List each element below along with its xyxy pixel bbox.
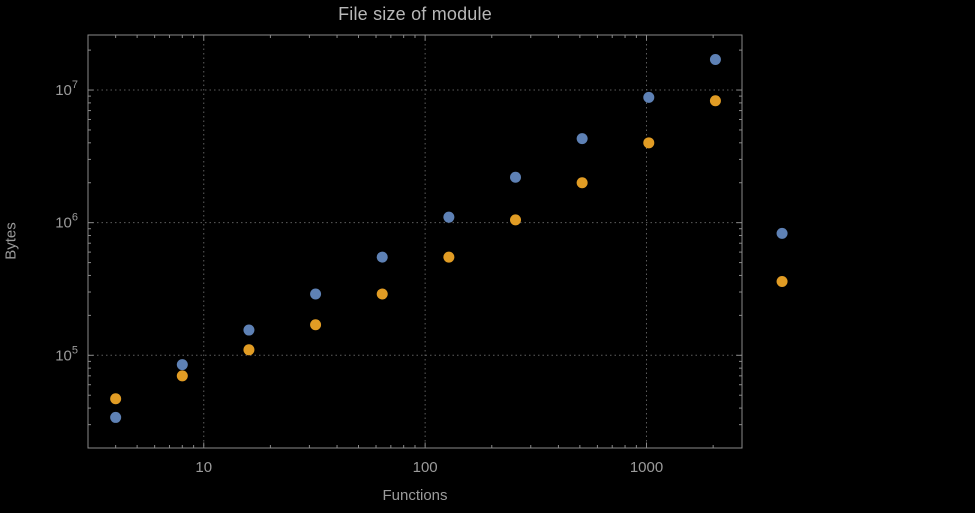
orange-series-point (310, 319, 322, 331)
blue-series-point (310, 288, 322, 300)
x-axis-label: Functions (382, 487, 448, 504)
x-tick-label: 10 (195, 459, 212, 476)
blue-series-point (443, 211, 455, 223)
blue-series-point (576, 133, 588, 145)
y-tick-label: 105 (55, 344, 78, 364)
y-tick-exponent: 6 (72, 212, 78, 224)
y-tick-base: 10 (55, 347, 72, 364)
blue-series-point (176, 359, 188, 371)
y-tick-exponent: 7 (72, 79, 78, 91)
orange-series-point (510, 214, 522, 226)
orange-series-point (243, 344, 255, 356)
blue-series-point (643, 91, 655, 103)
orange-series-point (376, 288, 388, 300)
blue-series-point (243, 324, 255, 336)
orange-series-point (176, 370, 188, 382)
orange-series-point (110, 393, 122, 405)
x-tick-label: 1000 (630, 459, 663, 476)
y-tick-base: 10 (55, 215, 72, 232)
x-tick-label: 100 (413, 459, 438, 476)
blue-series-point (510, 171, 522, 183)
blue-series-point (110, 411, 122, 423)
orange-series-point (443, 251, 455, 263)
orange-series-point (576, 177, 588, 189)
orange-series-point (776, 276, 788, 288)
y-tick-exponent: 5 (72, 344, 78, 356)
y-tick-base: 10 (55, 82, 72, 99)
y-axis-label: Bytes (2, 222, 20, 260)
y-tick-label: 107 (55, 79, 78, 99)
orange-series-point (709, 95, 721, 107)
blue-series-point (776, 227, 788, 239)
y-tick-label: 106 (55, 212, 78, 232)
orange-series-point (643, 137, 655, 149)
blue-series-point (376, 251, 388, 263)
chart-title: File size of module (338, 4, 492, 24)
blue-series-point (709, 53, 721, 65)
